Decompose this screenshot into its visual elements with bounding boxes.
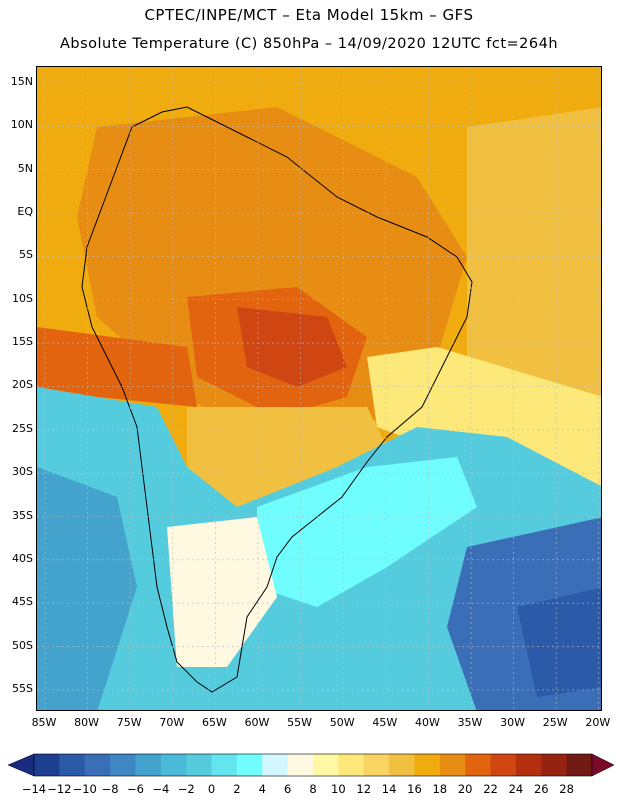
patagonia-mild-field bbox=[167, 517, 277, 667]
colorbar bbox=[7, 753, 615, 777]
pacific-cold-field bbox=[37, 467, 137, 710]
colorbar-tick-label: 14 bbox=[381, 782, 397, 796]
lat-tick-label: 55S bbox=[12, 681, 33, 695]
colorbar-tick-label: −4 bbox=[152, 782, 170, 796]
se-atlantic-yellow-field bbox=[367, 347, 601, 487]
lon-tick-label: 30W bbox=[500, 716, 526, 729]
lon-tick-label: 40W bbox=[414, 716, 440, 729]
lon-tick-label: 20W bbox=[585, 716, 611, 729]
lat-tick-label: 5N bbox=[17, 161, 33, 175]
lat-tick-label: 10N bbox=[10, 118, 33, 132]
colorbar-swatch bbox=[338, 754, 365, 776]
colorbar-tick-label: 24 bbox=[508, 782, 524, 796]
colorbar-swatch bbox=[414, 754, 441, 776]
colorbar-tick-label: 28 bbox=[559, 782, 574, 796]
colorbar-swatch bbox=[541, 754, 568, 776]
lat-tick-label: 25S bbox=[12, 421, 33, 435]
colorbar-low-arrow bbox=[7, 753, 35, 777]
lon-tick-label: 65W bbox=[201, 716, 227, 729]
colorbar-swatch bbox=[287, 754, 314, 776]
lat-tick-label: 30S bbox=[12, 465, 33, 479]
colorbar-tick-label: 12 bbox=[356, 782, 372, 796]
lat-tick-label: 50S bbox=[12, 638, 33, 652]
colorbar-tick-label: 4 bbox=[258, 782, 266, 796]
colorbar-swatch bbox=[389, 754, 415, 776]
colorbar-swatch bbox=[363, 754, 390, 776]
lat-tick-label: 10S bbox=[12, 291, 33, 305]
lon-tick-label: 50W bbox=[329, 716, 355, 729]
colorbar-swatch bbox=[34, 754, 60, 776]
lon-tick-label: 45W bbox=[372, 716, 398, 729]
colorbar-tick-label: 6 bbox=[283, 782, 292, 796]
colorbar-swatch bbox=[160, 754, 187, 776]
colorbar-tick-label: −12 bbox=[47, 782, 72, 796]
colorbar-tick-label: −6 bbox=[126, 782, 144, 796]
colorbar-swatch bbox=[110, 754, 136, 776]
colorbar-swatch bbox=[186, 754, 213, 776]
lat-tick-label: 15N bbox=[10, 75, 33, 88]
lon-tick-label: 35W bbox=[457, 716, 483, 729]
lat-tick-label: 35S bbox=[12, 508, 33, 522]
colorbar-tick-label: −14 bbox=[21, 782, 47, 796]
lon-tick-label: 75W bbox=[116, 716, 142, 729]
lat-tick-label: 20S bbox=[12, 378, 33, 392]
chart-title: CPTEC/INPE/MCT – Eta Model 15km – GFS bbox=[144, 6, 474, 24]
colorbar-tick-label: 22 bbox=[483, 782, 498, 796]
colorbar-swatch bbox=[313, 754, 339, 776]
lat-tick-label: 40S bbox=[12, 551, 33, 565]
map-canvas bbox=[37, 67, 601, 710]
colorbar-swatch bbox=[84, 754, 111, 776]
coastline bbox=[81, 106, 473, 693]
colorbar-tick-label: 8 bbox=[309, 782, 317, 796]
coldest-field bbox=[517, 587, 601, 697]
southern-cone-yellow-field bbox=[187, 407, 387, 527]
lat-tick-label: 45S bbox=[12, 595, 33, 609]
colorbar-tick-label: −2 bbox=[177, 782, 195, 796]
colorbar-swatch bbox=[262, 754, 289, 776]
colorbar-swatch bbox=[465, 754, 492, 776]
colorbar-tick-label: 10 bbox=[331, 782, 346, 796]
colorbar-tick-label: 26 bbox=[533, 782, 549, 796]
colorbar-tick-label: 16 bbox=[407, 782, 422, 796]
lat-tick-label: 5S bbox=[19, 248, 33, 262]
pacific-warm-field bbox=[37, 327, 197, 407]
colorbar-tick-label: −10 bbox=[72, 782, 97, 796]
lon-tick-label: 85W bbox=[31, 716, 57, 729]
lon-tick-label: 60W bbox=[244, 716, 270, 729]
lat-tick-label: 15S bbox=[12, 335, 33, 349]
colorbar-tick-label: 18 bbox=[432, 782, 448, 796]
colorbar-tick-label: 2 bbox=[233, 782, 241, 796]
lon-tick-label: 25W bbox=[542, 716, 568, 729]
colorbar-swatch bbox=[236, 754, 263, 776]
lat-tick-label: EQ bbox=[17, 205, 33, 219]
colorbar-swatch bbox=[135, 754, 162, 776]
lon-tick-label: 55W bbox=[287, 716, 313, 729]
colorbar-tick-label: 0 bbox=[207, 782, 216, 796]
colorbar-swatch bbox=[515, 754, 542, 776]
temperature-map bbox=[36, 66, 602, 711]
colorbar-swatch bbox=[566, 754, 593, 776]
colorbar-high-arrow bbox=[591, 753, 615, 777]
colorbar-swatch bbox=[439, 754, 466, 776]
colorbar-swatch bbox=[59, 754, 86, 776]
colorbar-tick-label: −8 bbox=[101, 782, 119, 796]
hot-core-field bbox=[237, 307, 347, 387]
graticule bbox=[37, 67, 601, 710]
lon-tick-label: 80W bbox=[74, 716, 100, 729]
colorbar-tick-label: 20 bbox=[457, 782, 473, 796]
colorbar-swatch bbox=[490, 754, 517, 776]
colorbar-swatch bbox=[211, 754, 238, 776]
lon-tick-label: 70W bbox=[159, 716, 185, 729]
chart-subtitle: Absolute Temperature (C) 850hPa – 14/09/… bbox=[59, 36, 559, 52]
argentina-coast-cyan-field bbox=[257, 457, 477, 607]
